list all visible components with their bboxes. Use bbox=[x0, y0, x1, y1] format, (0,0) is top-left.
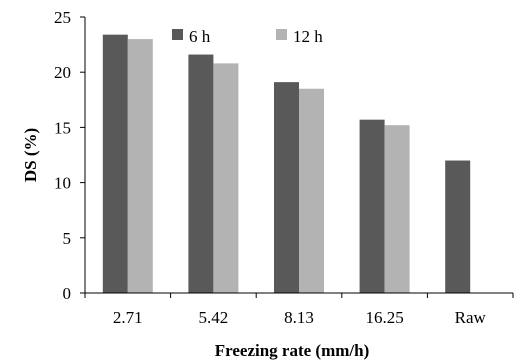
y-tick-label: 15 bbox=[54, 118, 71, 137]
y-tick-label: 0 bbox=[63, 284, 72, 303]
legend: 6 h 12 h bbox=[172, 27, 323, 46]
bar-6-h-16.25 bbox=[359, 119, 385, 293]
legend-swatch bbox=[172, 29, 183, 40]
x-axis-title: Freezing rate (mm/h) bbox=[215, 341, 370, 360]
bar-12-h-16.25 bbox=[384, 125, 410, 293]
y-tick-label: 20 bbox=[54, 63, 71, 82]
legend-swatch bbox=[276, 29, 287, 40]
y-tick-label: 5 bbox=[63, 229, 72, 248]
y-ticks-group: 0 5 10 15 20 25 bbox=[54, 8, 85, 303]
bar-6-h-2.71 bbox=[102, 34, 128, 293]
x-tick-label: 8.13 bbox=[284, 308, 314, 327]
axes-group bbox=[84, 17, 513, 294]
bars-group bbox=[102, 34, 471, 294]
bar-6-h-Raw bbox=[445, 160, 471, 293]
x-tick-label: 5.42 bbox=[199, 308, 229, 327]
legend-label: 12 h bbox=[293, 27, 323, 46]
bar-12-h-8.13 bbox=[299, 88, 324, 293]
x-tick-label: 2.71 bbox=[113, 308, 143, 327]
bar-12-h-5.42 bbox=[213, 63, 239, 294]
y-tick-label: 10 bbox=[54, 174, 71, 193]
x-ticks-group: 2.71 5.42 8.13 16.25 Raw bbox=[84, 293, 514, 327]
x-tick-label: 16.25 bbox=[365, 308, 403, 327]
bar-6-h-5.42 bbox=[188, 54, 214, 294]
bar-6-h-8.13 bbox=[274, 82, 299, 293]
bar-12-h-2.71 bbox=[127, 39, 153, 293]
x-tick-label: Raw bbox=[455, 308, 487, 327]
y-axis-title: DS (%) bbox=[21, 128, 40, 182]
y-tick-label: 25 bbox=[54, 8, 71, 27]
legend-label: 6 h bbox=[189, 27, 211, 46]
